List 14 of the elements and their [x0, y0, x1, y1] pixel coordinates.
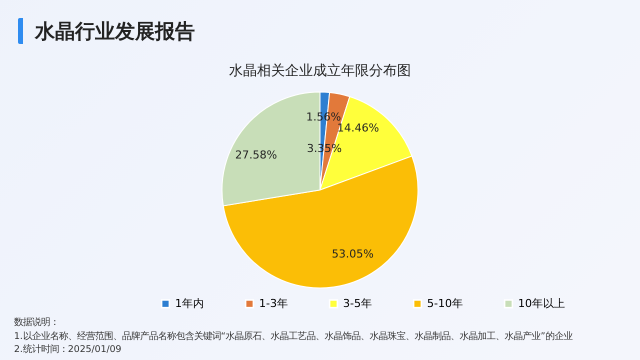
legend-label: 3-5年: [343, 296, 372, 310]
chart-title: 水晶行业发展报告: [18, 18, 195, 44]
data-label: 53.05%: [332, 248, 374, 261]
data-label: 27.58%: [235, 148, 278, 162]
chart-subtitle: 水晶相关企业成立年限分布图: [228, 62, 412, 80]
legend-label: 10年以上: [518, 296, 565, 310]
text: 数据说明：: [14, 316, 60, 330]
text: 1.以企业名称、经营范围、品牌产品名称包含关键词“水晶原石、水晶工艺品、水晶饰品、水晶珠宝、水晶制品、水晶加工、水晶产业”的企业: [14, 330, 574, 343]
text: 2.统计时间：2025/01/09: [14, 343, 122, 356]
data-label: 3.35%: [306, 142, 342, 156]
data-label: 1.56%: [306, 110, 342, 124]
legend-label: 1-3年: [259, 296, 288, 310]
legend-label: 1年内: [175, 296, 204, 310]
legend-label: 5-10年: [427, 296, 463, 310]
